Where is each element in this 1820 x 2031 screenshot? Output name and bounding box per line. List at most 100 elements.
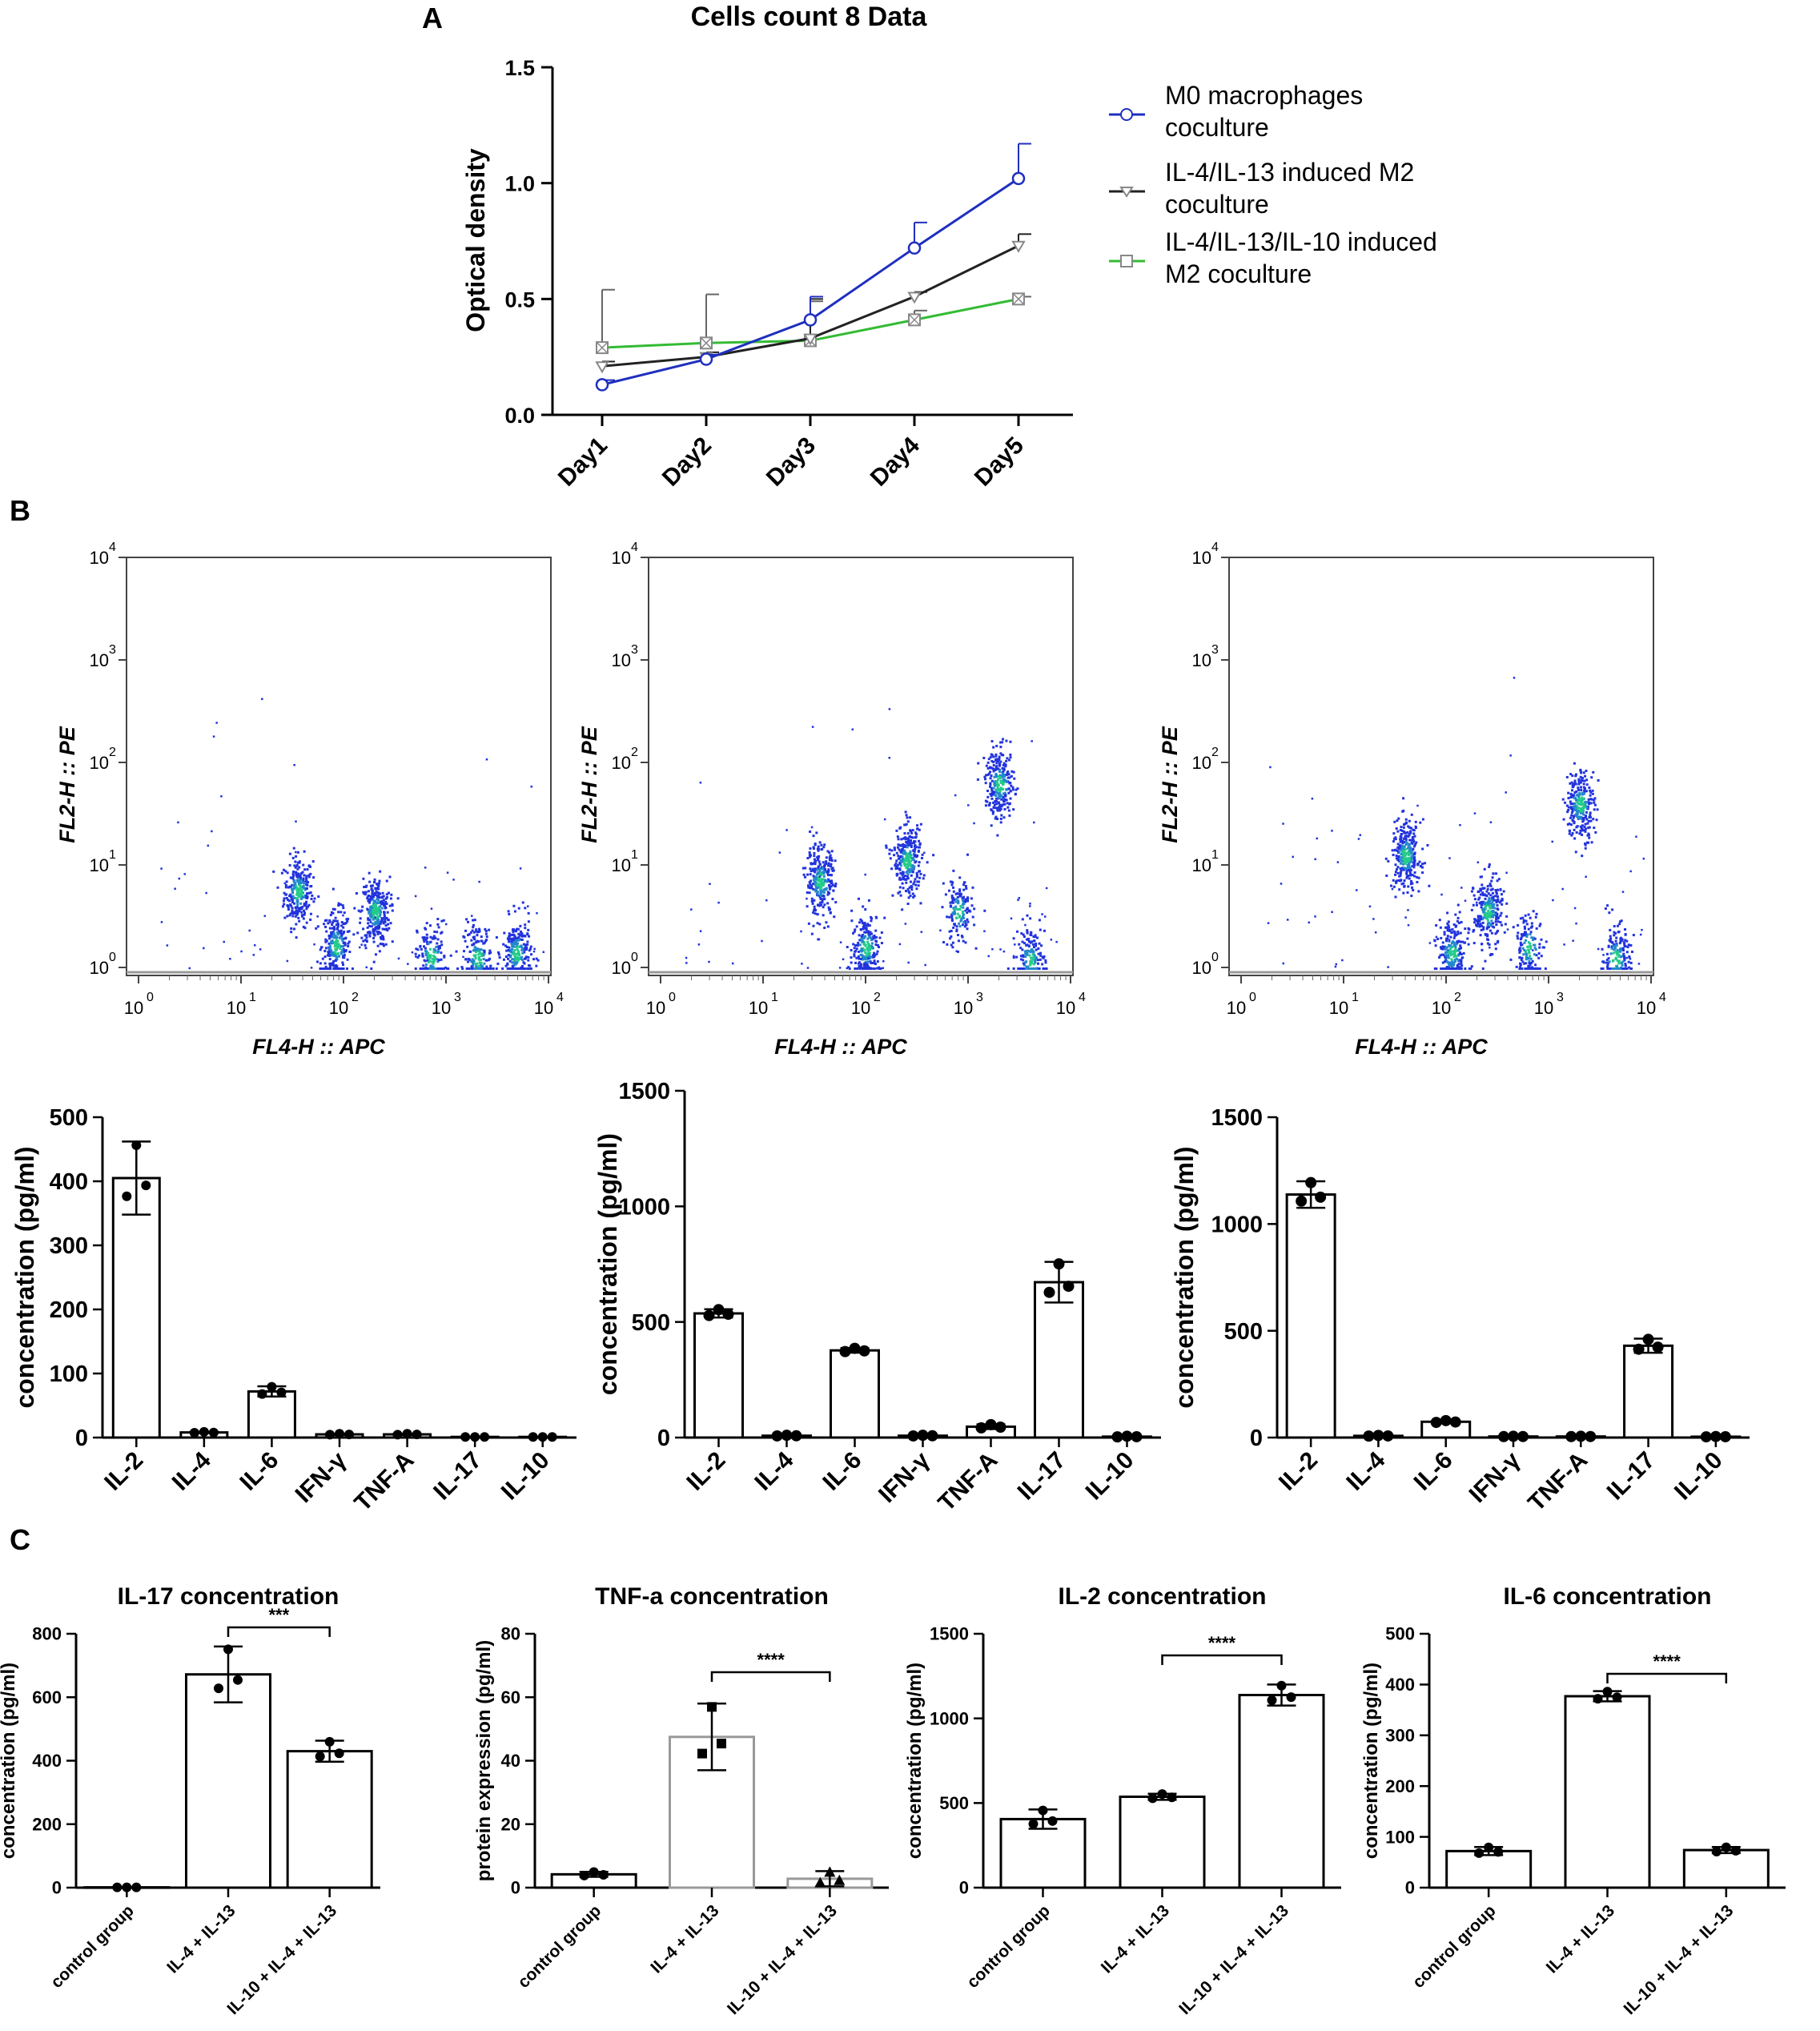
event-dot — [295, 872, 299, 875]
event-dot — [1628, 966, 1631, 969]
bar — [830, 1349, 880, 1439]
event-dot — [871, 961, 874, 964]
event-dot — [1331, 830, 1333, 832]
event-dot — [1451, 946, 1454, 949]
event-dot — [903, 832, 906, 835]
event-dot — [1414, 825, 1417, 828]
event-dot — [1605, 961, 1609, 964]
event-dot — [864, 951, 867, 954]
event-dot — [1444, 951, 1448, 954]
event-dot — [432, 951, 436, 954]
event-dot — [1044, 961, 1047, 964]
event-dot — [342, 937, 345, 940]
event-dot — [371, 892, 374, 895]
event-dot — [436, 958, 439, 961]
event-dot — [508, 940, 511, 943]
event-dot — [1026, 914, 1029, 917]
event-dot — [889, 857, 892, 860]
event-dot — [906, 873, 910, 876]
event-dot — [993, 803, 996, 806]
event-dot — [482, 957, 485, 960]
event-dot — [1489, 923, 1493, 926]
event-dot — [1491, 953, 1494, 956]
event-dot — [1454, 925, 1457, 928]
event-dot — [1038, 967, 1041, 970]
event-dot — [1562, 818, 1565, 821]
event-dot — [900, 848, 903, 851]
event-dot — [1401, 850, 1404, 853]
data-point — [700, 336, 713, 350]
event-dot — [526, 967, 529, 970]
event-dot — [1452, 930, 1456, 933]
event-dot — [819, 872, 822, 875]
event-dot — [831, 883, 834, 887]
event-dot — [874, 943, 878, 947]
event-dot — [1007, 809, 1010, 812]
event-dot — [160, 867, 163, 870]
event-dot — [1479, 915, 1482, 918]
event-dot — [1414, 820, 1417, 823]
event-dot — [819, 867, 822, 870]
event-dot — [294, 882, 297, 885]
event-dot — [372, 911, 375, 915]
x-tick-label: 10 — [954, 998, 973, 1018]
event-dot — [512, 951, 516, 954]
event-dot — [359, 946, 361, 949]
event-dot — [1025, 943, 1028, 947]
event-dot — [1573, 782, 1577, 785]
bar — [185, 1673, 271, 1889]
event-dot — [471, 929, 474, 932]
event-dot — [1589, 790, 1593, 794]
event-dot — [485, 935, 488, 939]
event-dot — [984, 799, 987, 802]
event-dot — [867, 951, 870, 954]
event-dot — [914, 878, 917, 881]
event-dot — [248, 929, 251, 932]
event-dot — [512, 938, 516, 941]
y-axis-label: concentration (pg/ml) — [593, 1133, 622, 1395]
event-dot — [324, 947, 327, 950]
event-dot — [1014, 943, 1016, 946]
event-dot — [962, 913, 966, 916]
event-dot — [421, 955, 424, 958]
event-dot — [1407, 835, 1410, 838]
event-dot — [895, 829, 898, 832]
event-dot — [920, 856, 923, 859]
event-dot — [1001, 787, 1004, 790]
event-dot — [906, 887, 910, 891]
event-dot — [963, 925, 966, 928]
event-dot — [1481, 967, 1485, 970]
event-dot — [989, 785, 992, 788]
event-dot — [302, 917, 305, 920]
replicate-point — [839, 1345, 851, 1357]
event-dot — [1043, 955, 1046, 958]
event-dot — [818, 895, 822, 899]
event-dot — [985, 764, 988, 767]
event-dot — [994, 758, 998, 761]
event-dot — [331, 962, 335, 965]
event-dot — [1023, 950, 1027, 953]
event-dot — [295, 888, 299, 891]
event-dot — [1460, 967, 1463, 970]
event-dot — [1579, 829, 1582, 832]
event-dot — [1505, 915, 1509, 918]
event-dot — [438, 967, 441, 970]
event-dot — [522, 943, 525, 946]
event-dot — [822, 894, 825, 897]
event-dot — [911, 866, 914, 869]
event-dot — [1401, 829, 1404, 832]
event-dot — [987, 758, 990, 761]
y-tick-label: 500 — [50, 1105, 88, 1131]
event-dot — [983, 930, 986, 932]
event-dot — [882, 967, 884, 969]
event-dot — [1575, 826, 1578, 829]
event-dot — [370, 915, 373, 919]
event-dot — [1518, 967, 1521, 970]
event-dot — [285, 896, 288, 899]
event-dot — [476, 962, 479, 965]
event-dot — [951, 912, 954, 915]
event-dot — [806, 897, 808, 900]
y-tick-label: 300 — [50, 1233, 88, 1259]
event-dot — [812, 846, 815, 849]
event-dot — [1282, 962, 1285, 965]
